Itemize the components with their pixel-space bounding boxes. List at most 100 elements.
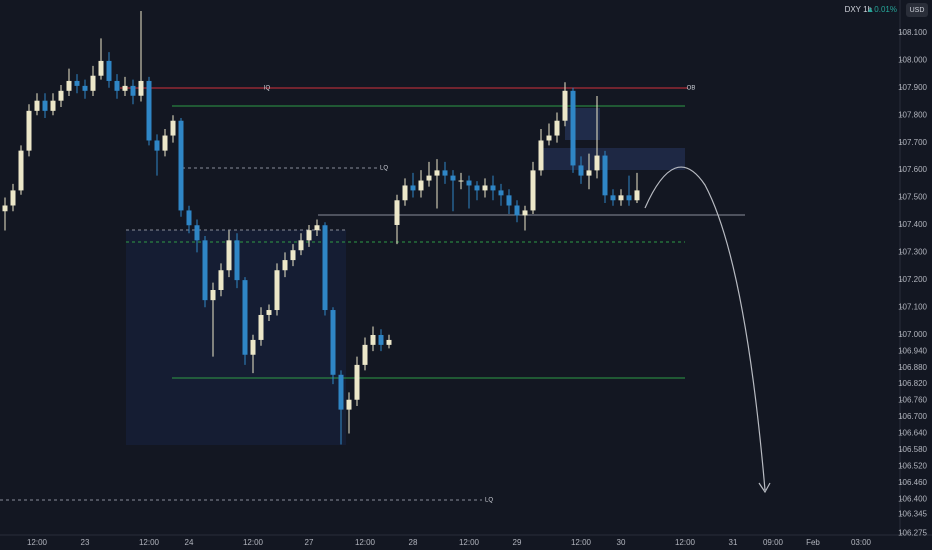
y-tick-label: 106.640 <box>898 429 927 438</box>
candle-body <box>458 180 464 182</box>
x-tick-label: 03:00 <box>851 538 872 547</box>
x-tick-label: 12:00 <box>675 538 696 547</box>
x-tick-label: 12:00 <box>459 538 480 547</box>
candle-body <box>2 205 8 212</box>
candle-body <box>370 334 376 345</box>
candle-body <box>18 150 24 191</box>
change: ▲0.01% <box>866 5 897 14</box>
y-tick-label: 106.460 <box>898 478 927 487</box>
x-tick-label: 29 <box>513 538 522 547</box>
candle-body <box>594 155 600 171</box>
candle-body <box>554 120 560 136</box>
candle-body <box>98 60 104 76</box>
candle-body <box>202 240 208 301</box>
arrow-head <box>758 482 771 494</box>
x-tick-label: 24 <box>185 538 194 547</box>
y-tick-label: 107.400 <box>898 220 927 229</box>
candle-body <box>226 240 232 271</box>
x-tick-label: 09:00 <box>763 538 784 547</box>
x-tick-label: Feb <box>806 538 820 547</box>
candle-body <box>154 140 160 151</box>
candle-body <box>570 90 576 166</box>
candle-body <box>362 344 368 365</box>
candle-body <box>538 140 544 171</box>
y-tick-label: 107.100 <box>898 302 927 311</box>
candle-body <box>522 210 528 216</box>
candle-body <box>66 80 72 91</box>
annotation: OB <box>687 86 696 92</box>
candle-body <box>426 175 432 181</box>
y-tick-label: 107.800 <box>898 110 927 119</box>
candle-body <box>602 155 608 196</box>
candle-body <box>466 180 472 186</box>
candle-body <box>10 190 16 206</box>
candle-body <box>338 374 344 410</box>
candle-body <box>114 80 120 91</box>
candle-body <box>394 200 400 225</box>
candle-body <box>410 185 416 191</box>
x-tick-label: 12:00 <box>27 538 48 547</box>
symbol: DXY 1h <box>845 5 872 14</box>
y-tick-label: 107.300 <box>898 248 927 257</box>
candle-body <box>626 195 632 201</box>
y-tick-label: 107.900 <box>898 83 927 92</box>
candle-body <box>274 270 280 311</box>
candle-body <box>290 250 296 261</box>
candle-body <box>498 190 504 196</box>
candle-body <box>170 120 176 136</box>
candle-body <box>282 260 288 271</box>
projection-arrow <box>644 166 766 491</box>
candle-body <box>434 170 440 176</box>
y-tick-label: 107.200 <box>898 275 927 284</box>
candle-body <box>586 170 592 176</box>
zone <box>540 148 685 170</box>
y-tick-label: 107.700 <box>898 138 927 147</box>
annotation: LQ <box>380 166 388 172</box>
currency[interactable]: USD <box>910 7 925 14</box>
candle-body <box>634 190 640 201</box>
candle-body <box>34 100 40 111</box>
candle-body <box>162 135 168 151</box>
x-tick-label: 31 <box>729 538 738 547</box>
candle-body <box>530 170 536 211</box>
y-tick-label: 106.275 <box>898 529 927 538</box>
candle-body <box>194 225 200 241</box>
candle-body <box>266 310 272 315</box>
candle-body <box>490 185 496 191</box>
x-tick-label: 12:00 <box>355 538 376 547</box>
candle-body <box>418 180 424 191</box>
candle-body <box>482 185 488 191</box>
candle-body <box>298 240 304 251</box>
y-tick-label: 106.520 <box>898 462 927 471</box>
zone <box>565 108 600 140</box>
candle-body <box>578 165 584 176</box>
y-tick-label: 107.500 <box>898 193 927 202</box>
candle-body <box>618 195 624 201</box>
x-tick-label: 12:00 <box>571 538 592 547</box>
candle-body <box>146 80 152 141</box>
y-tick-label: 106.820 <box>898 379 927 388</box>
candle-body <box>122 85 128 91</box>
x-tick-label: 28 <box>409 538 418 547</box>
candle-body <box>514 205 520 216</box>
y-tick-label: 106.760 <box>898 396 927 405</box>
candle-body <box>378 334 384 345</box>
candle-body <box>474 185 480 191</box>
y-tick-label: 106.880 <box>898 363 927 372</box>
candle-body <box>130 85 136 96</box>
candle-body <box>386 339 392 345</box>
candle-body <box>450 175 456 181</box>
candle-body <box>354 364 360 400</box>
candle-body <box>138 80 144 96</box>
candle-body <box>106 60 112 81</box>
candle-body <box>250 339 256 355</box>
candle-body <box>50 100 56 111</box>
candle-body <box>82 85 88 91</box>
candle-body <box>218 270 224 290</box>
candle-body <box>546 135 552 141</box>
annotation: LQ <box>485 498 493 504</box>
currency-button[interactable] <box>906 3 928 17</box>
candle-body <box>562 90 568 121</box>
candle-body <box>242 280 248 355</box>
